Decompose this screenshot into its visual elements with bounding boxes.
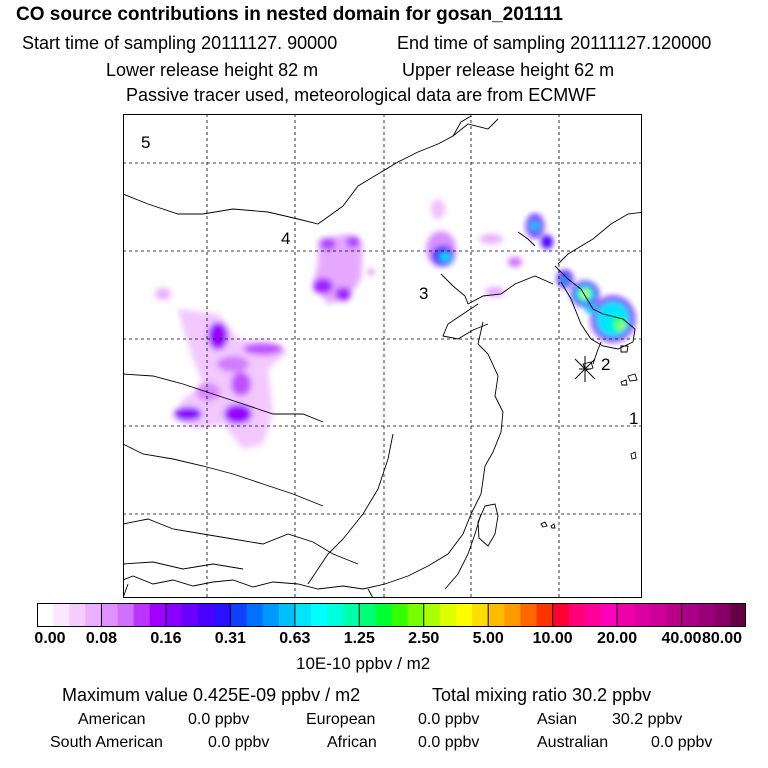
colorbar-cell [85, 603, 103, 627]
colorbar-cell [375, 603, 393, 627]
colorbar-cell [472, 603, 489, 627]
maximum-value-label: Maximum value 0.425E-09 ppbv / m2 [62, 685, 361, 705]
colorbar-tick-label: 1.25 [343, 630, 375, 647]
colorbar-cell [214, 603, 231, 627]
source-contribution-map: 1 2 3 4 5 [123, 114, 642, 598]
region-value: 30.2 ppbv [612, 711, 683, 728]
colorbar-tick-label: 0.31 [214, 630, 246, 647]
page-title: CO source contributions in nested domain… [16, 4, 563, 25]
start-time-label: Start time of sampling 20111127. 90000 [22, 33, 338, 53]
colorbar-cell [617, 603, 634, 627]
colorbar-cell [713, 603, 731, 627]
lat-lon-grid [123, 114, 642, 598]
colorbar-cell [359, 603, 376, 627]
colorbar-cell [536, 603, 554, 627]
plume-north-central [313, 234, 374, 304]
region-label-1: 1 [629, 409, 638, 428]
coastlines [123, 115, 642, 598]
region-value: 0.0 ppbv [651, 734, 713, 751]
colorbar-cell [697, 603, 715, 627]
region-name: Australian [537, 734, 609, 751]
colorbar-cell [649, 603, 667, 627]
lower-release-height-label: Lower release height 82 m [106, 60, 319, 80]
colorbar-cell [439, 603, 457, 627]
end-time-label: End time of sampling 20111127.120000 [397, 33, 712, 53]
colorbar [37, 603, 746, 627]
colorbar-tick-label: 0.63 [279, 630, 311, 647]
colorbar-tick-label: 10.00 [532, 630, 573, 647]
region-label-2: 2 [601, 355, 610, 374]
colorbar-cell [198, 603, 215, 627]
colorbar-cell [230, 603, 248, 627]
map-frame [123, 114, 642, 598]
region-name: South American [50, 734, 163, 751]
colorbar-cell [262, 603, 280, 627]
colorbar-cell [600, 603, 618, 627]
region-label-4: 4 [281, 229, 290, 248]
region-value: 0.0 ppbv [418, 711, 480, 728]
receptor-star-icon [574, 356, 596, 382]
region-name: American [78, 711, 146, 728]
colorbar-cell [149, 603, 167, 627]
colorbar-cell [294, 603, 312, 627]
colorbar-tick-label: 20.00 [597, 630, 638, 647]
region-name: European [306, 711, 376, 728]
colorbar-unit: 10E-10 ppbv / m2 [296, 654, 431, 673]
colorbar-tick-label: 0.00 [34, 630, 66, 647]
colorbar-cell [552, 603, 570, 627]
colorbar-cell [407, 603, 425, 627]
colorbar-cell [504, 603, 522, 627]
region-name: Asian [537, 711, 578, 728]
region-value: 0.0 ppbv [188, 711, 250, 728]
colorbar-cell [488, 603, 505, 627]
colorbar-cell [133, 603, 151, 627]
plume-west [155, 288, 288, 449]
region-label-3: 3 [419, 284, 428, 303]
colorbar-tick-label: 80.00 [701, 630, 743, 647]
colorbar-cell [729, 603, 746, 627]
region-value: 0.0 ppbv [208, 734, 270, 751]
colorbar-cell [343, 603, 360, 627]
region-value: 0.0 ppbv [418, 734, 480, 751]
plume-korea [526, 214, 635, 342]
upper-release-height-label: Upper release height 62 m [402, 60, 615, 80]
colorbar-cell [520, 603, 538, 627]
colorbar-cell [117, 603, 135, 627]
colorbar-cell [455, 603, 473, 627]
colorbar-cell [165, 603, 183, 627]
plume-beijing [426, 199, 522, 297]
total-mixing-ratio-label: Total mixing ratio 30.2 ppbv [432, 685, 652, 705]
colorbar-cell [584, 603, 602, 627]
colorbar-tick-label: 0.08 [85, 630, 118, 647]
colorbar-cell [391, 603, 409, 627]
colorbar-cell [278, 603, 296, 627]
colorbar-cell [327, 603, 344, 627]
colorbar-cell [310, 603, 328, 627]
colorbar-cell [37, 603, 54, 627]
colorbar-tick-label: 0.16 [150, 630, 182, 647]
region-label-5: 5 [141, 133, 150, 152]
colorbar-cell [633, 603, 650, 627]
colorbar-cell [681, 603, 699, 627]
colorbar-cell [53, 603, 70, 627]
region-name: African [327, 734, 377, 751]
colorbar-cell [182, 603, 199, 627]
colorbar-cell [246, 603, 264, 627]
colorbar-cell [423, 603, 441, 627]
colorbar-cell [568, 603, 586, 627]
tracer-note: Passive tracer used, meteorological data… [126, 85, 597, 105]
colorbar-tick-label: 40.00 [661, 630, 702, 647]
colorbar-cell [69, 603, 86, 627]
colorbar-tick-label: 2.50 [408, 630, 440, 647]
colorbar-tick-label: 5.00 [472, 630, 504, 647]
colorbar-cell [665, 603, 683, 627]
colorbar-cell [101, 603, 119, 627]
